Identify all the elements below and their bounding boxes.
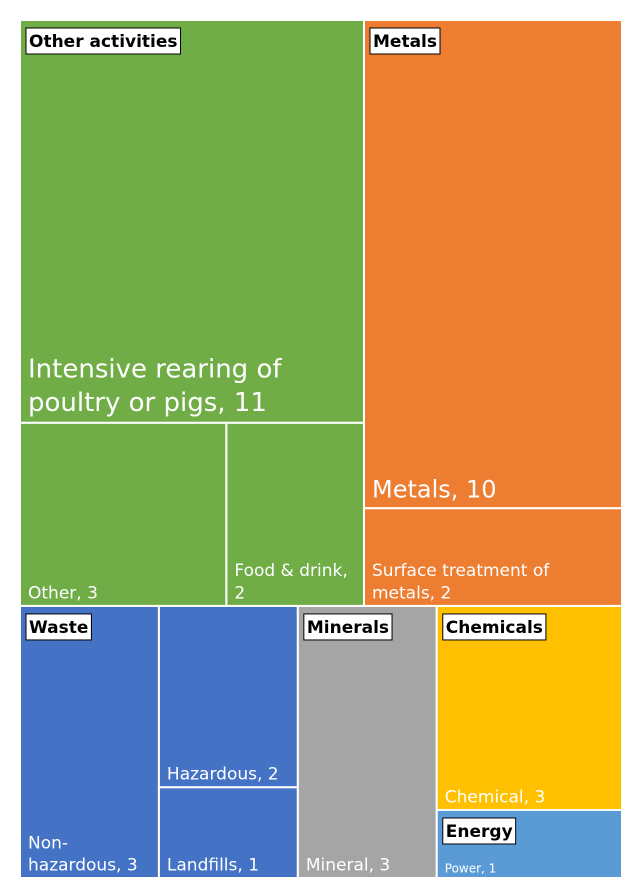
cell-label: Power, 1 — [445, 862, 497, 876]
group-label: Metals — [373, 32, 437, 52]
cell-label: Surface treatment of metals, 2 — [372, 561, 550, 603]
group-label: Energy — [446, 822, 513, 842]
group-label-box — [369, 27, 441, 55]
cell-label: Food & drink, 2 — [234, 561, 347, 603]
group-label: Minerals — [307, 618, 389, 638]
cell-label: Intensive rearing of poultry or pigs, 11 — [28, 354, 282, 418]
group-label: Chemicals — [446, 618, 543, 638]
treemap-cell — [19, 421, 228, 607]
cell-label: Other, 3 — [28, 583, 98, 603]
group-label: Other activities — [29, 32, 178, 52]
treemap-cell — [19, 604, 160, 879]
cell-label: Metals, 10 — [372, 475, 497, 503]
treemap-cell — [363, 507, 623, 607]
group-label: Waste — [29, 618, 88, 638]
treemap-cell — [19, 19, 365, 424]
treemap-cell — [157, 786, 299, 880]
treemap-cell — [363, 19, 623, 510]
cell-label: Non-hazardous, 3 — [28, 833, 138, 875]
cell-label: Hazardous, 2 — [167, 765, 279, 785]
group-label-box — [442, 613, 547, 641]
group-label-box — [442, 817, 517, 845]
group-label-box — [25, 27, 182, 55]
cell-label: Chemical, 3 — [445, 787, 546, 807]
cell-label: Landfills, 1 — [167, 855, 259, 875]
cell-label: Mineral, 3 — [306, 855, 390, 875]
group-label-box — [25, 613, 92, 641]
group-label-box — [303, 613, 393, 641]
treemap-cell — [157, 604, 299, 789]
treemap-cell — [296, 604, 438, 879]
